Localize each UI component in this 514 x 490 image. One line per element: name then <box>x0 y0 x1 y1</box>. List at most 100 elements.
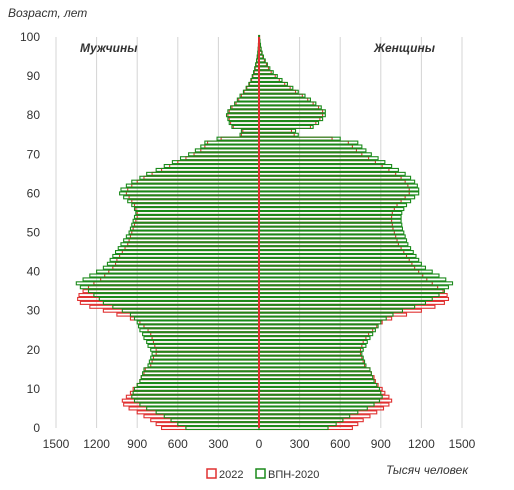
vpn2020-male-bar <box>96 269 260 274</box>
y-tick-label: 40 <box>27 265 41 279</box>
vpn2020-male-bar <box>155 410 260 415</box>
vpn2020-female-bar <box>258 74 278 79</box>
vpn2020-male-bar <box>225 113 260 118</box>
vpn2020-male-bar <box>204 140 260 145</box>
vpn2020-male-bar <box>79 285 260 290</box>
vpn2020-female-bar <box>258 124 314 129</box>
vpn2020-female-bar <box>258 261 422 266</box>
vpn2020-male-bar <box>125 234 260 239</box>
vpn2020-female-bar <box>258 214 402 219</box>
vpn2020-female-bar <box>258 375 374 380</box>
vpn2020-female-bar <box>258 281 454 286</box>
vpn2020-male-bar <box>250 77 260 83</box>
vpn2020-male-bar <box>231 124 260 129</box>
vpn2020-male-bar <box>129 226 260 231</box>
vpn2020-male-bar <box>216 136 260 141</box>
vpn2020-male-bar <box>128 230 260 235</box>
vpn2020-male-bar <box>140 375 260 380</box>
vpn2020-male-bar <box>131 203 260 208</box>
vpn2020-male-bar <box>133 214 260 219</box>
vpn2020-female-bar <box>258 285 450 290</box>
vpn2020-female-bar <box>258 347 364 352</box>
vpn2020-male-bar <box>133 207 260 212</box>
vpn2020-female-bar <box>258 97 311 102</box>
vpn2020-male-bar <box>200 144 260 149</box>
vpn2020-male-bar <box>139 379 260 384</box>
vpn2020-female-bar <box>258 62 268 67</box>
vpn2020-male-bar <box>179 156 260 161</box>
vpn2020-female-bar <box>258 203 408 208</box>
x-axis-label: Тысяч человек <box>386 463 469 477</box>
vpn2020-female-bar <box>258 324 379 329</box>
vpn2020-female-bar <box>258 339 368 345</box>
vpn2020-female-bar <box>258 156 379 161</box>
vpn2020-female-bar <box>258 265 427 270</box>
vpn2020-female-bar <box>258 93 306 98</box>
x-tick-label: 300 <box>290 437 310 451</box>
vpn2020-female-bar <box>258 418 344 423</box>
vpn2020-male-bar <box>240 128 260 133</box>
vpn2020-female-bar <box>258 171 406 176</box>
vpn2020-female-bar <box>258 167 399 172</box>
vpn2020-female-bar <box>258 140 359 145</box>
vpn2020-male-bar <box>93 293 260 298</box>
vpn2020-male-bar <box>120 187 260 192</box>
vpn2020-female-bar <box>258 414 351 419</box>
vpn2020-male-bar <box>143 336 260 341</box>
vpn2020-male-bar <box>194 148 260 153</box>
vpn2020-male-bar <box>112 253 260 258</box>
y-axis-label: Возраст, лет <box>8 6 87 20</box>
male-group-label: Мужчины <box>80 41 138 55</box>
vpn2020-male-bar <box>102 265 260 270</box>
vpn2020-male-bar <box>236 97 260 102</box>
x-tick-label: 1500 <box>43 437 70 451</box>
legend-swatch-vpn2020 <box>255 468 266 479</box>
vpn2020-male-bar <box>245 85 260 90</box>
vpn2020-female-bar <box>258 422 337 427</box>
vpn2020-female-bar <box>258 293 440 298</box>
vpn2020-female-bar <box>258 144 363 149</box>
vpn2020-male-bar <box>155 167 260 172</box>
vpn2020-female-bar <box>258 328 376 333</box>
vpn2020-male-bar <box>117 246 260 251</box>
vpn2020-male-bar <box>132 218 260 223</box>
vpn2020-female-bar <box>258 410 359 415</box>
vpn2020-female-bar <box>258 379 375 384</box>
vpn2020-female-bar <box>258 355 364 360</box>
vpn2020-female-bar <box>258 382 378 388</box>
vpn2020-male-bar <box>139 402 260 407</box>
vpn2020-male-bar <box>170 418 260 423</box>
vpn2020-female-bar <box>258 250 414 255</box>
vpn2020-female-bar <box>258 273 440 278</box>
vpn2020-female-bar <box>258 277 447 282</box>
vpn2020-male-bar <box>150 347 260 352</box>
vpn2020-female-bar <box>258 132 299 137</box>
vpn2020-male-bar <box>121 308 260 313</box>
vpn2020-male-bar <box>142 332 260 337</box>
vpn2020-female-bar <box>258 390 382 395</box>
vpn2020-male-bar <box>185 425 260 431</box>
vpn2020-female-bar <box>258 320 382 325</box>
vpn2020-male-bar <box>239 93 260 98</box>
vpn2020-male-bar <box>139 328 260 333</box>
vpn2020-female-bar <box>258 160 386 165</box>
vpn2020-female-bar <box>258 218 402 223</box>
series-vpn2020-bars <box>75 34 454 431</box>
vpn2020-male-bar <box>112 304 260 309</box>
vpn2020-female-bar <box>258 191 420 196</box>
vpn2020-female-bar <box>258 101 317 106</box>
vpn2020-male-bar <box>227 109 260 114</box>
vpn2020-female-bar <box>258 257 420 262</box>
y-tick-label: 70 <box>27 147 41 161</box>
vpn2020-male-bar <box>147 343 260 348</box>
vpn2020-male-bar <box>87 289 260 294</box>
vpn2020-female-bar <box>258 402 375 407</box>
vpn2020-male-bar <box>125 183 260 188</box>
vpn2020-male-bar <box>120 242 260 247</box>
vpn2020-female-bar <box>258 359 366 364</box>
y-tick-labels: 0 10 20 30 40 50 60 70 80 90 100 <box>20 30 40 435</box>
vpn2020-male-bar <box>136 320 260 325</box>
vpn2020-male-bar <box>133 398 260 403</box>
vpn2020-female-bar <box>258 210 403 215</box>
vpn2020-male-bar <box>132 390 260 395</box>
